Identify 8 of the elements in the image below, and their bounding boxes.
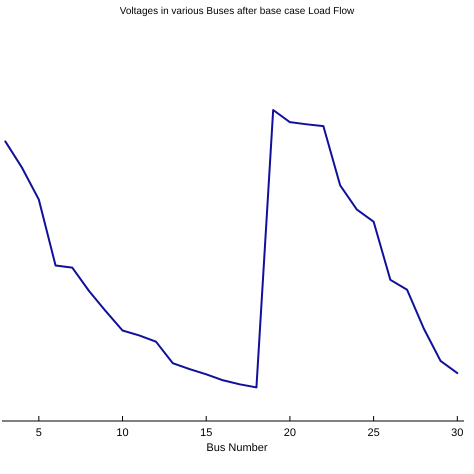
x-tick-label: 5 bbox=[36, 427, 42, 439]
x-tick-label: 15 bbox=[200, 427, 212, 439]
x-tick-label: 10 bbox=[116, 427, 129, 439]
x-tick-label: 25 bbox=[367, 427, 380, 439]
x-axis-title: Bus Number bbox=[206, 442, 268, 454]
x-tick-label: 20 bbox=[284, 427, 296, 439]
chart-title: Voltages in various Buses after base case Load Flow bbox=[120, 6, 356, 17]
x-tick-label: 30 bbox=[451, 427, 464, 439]
